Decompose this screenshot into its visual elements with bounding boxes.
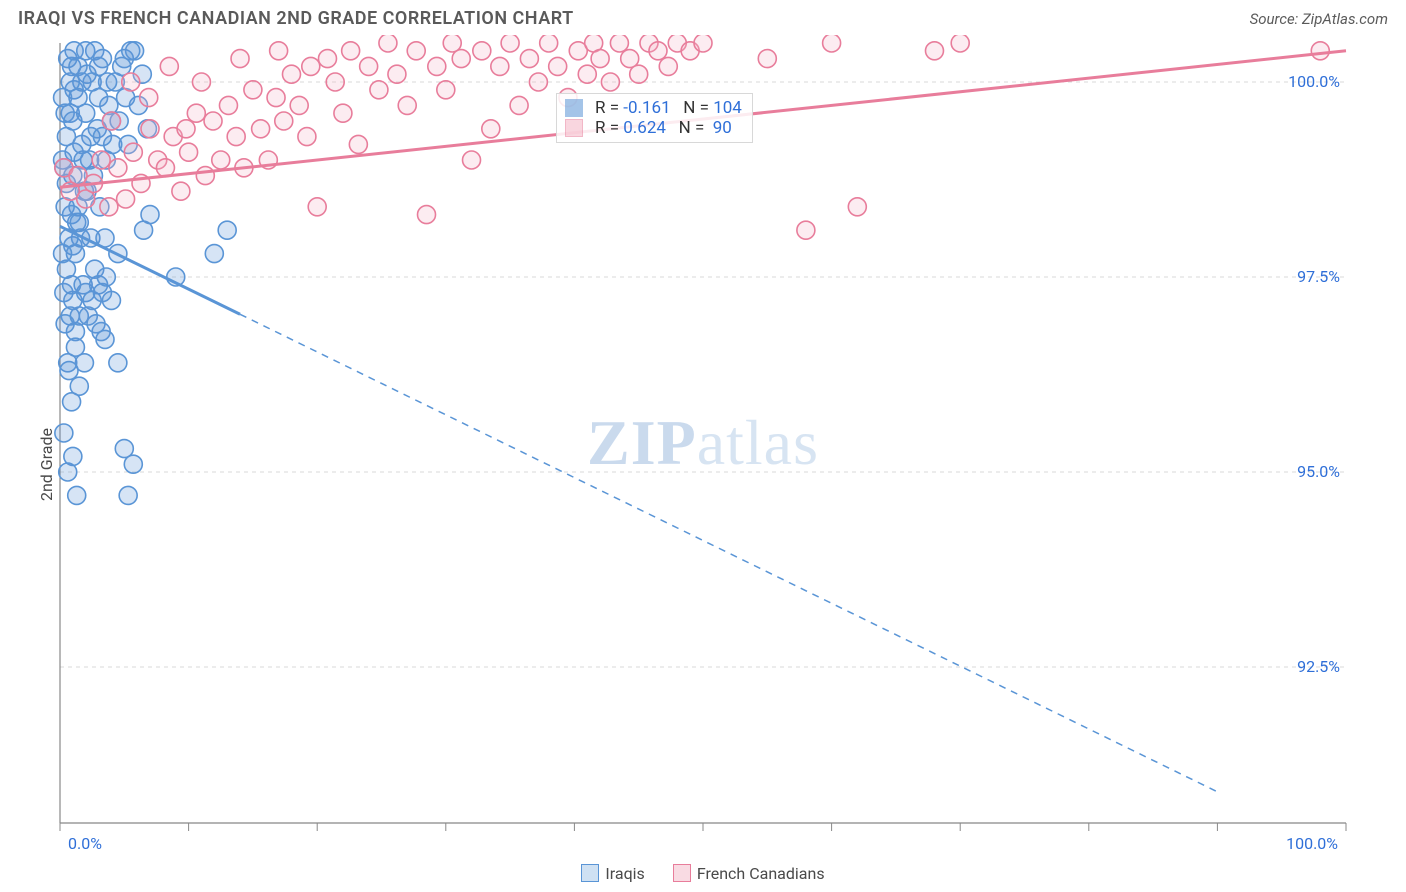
legend-item: French Canadians bbox=[673, 864, 825, 883]
legend-row: R = 0.624 N = 90 bbox=[565, 118, 742, 138]
legend-swatch-icon bbox=[565, 119, 583, 137]
y-axis-label: 2nd Grade bbox=[37, 428, 56, 501]
svg-text:100.0%: 100.0% bbox=[1288, 72, 1340, 91]
correlation-legend: R = -0.161 N = 104R = 0.624 N = 90 bbox=[556, 93, 753, 143]
chart-title: IRAQI VS FRENCH CANADIAN 2ND GRADE CORRE… bbox=[18, 8, 574, 29]
legend-swatch-icon bbox=[673, 864, 691, 882]
series-legend: Iraqis French Canadians bbox=[0, 864, 1406, 883]
svg-text:92.5%: 92.5% bbox=[1297, 657, 1340, 676]
chart-container: 2nd Grade ZIPatlas 92.5%95.0%97.5%100.0%… bbox=[0, 35, 1406, 885]
svg-text:0.0%: 0.0% bbox=[68, 834, 102, 853]
svg-text:100.0%: 100.0% bbox=[1286, 834, 1338, 853]
legend-swatch-icon bbox=[565, 99, 583, 117]
svg-text:95.0%: 95.0% bbox=[1297, 462, 1340, 481]
scatter-plot: 92.5% 95.0% 97.5% 100.0% 0.0% 100.0% bbox=[0, 35, 1406, 855]
svg-text:97.5%: 97.5% bbox=[1297, 267, 1340, 286]
legend-swatch-icon bbox=[581, 864, 599, 882]
source-text: Source: ZipAtlas.com bbox=[1250, 10, 1388, 28]
legend-item: Iraqis bbox=[581, 864, 644, 883]
legend-row: R = -0.161 N = 104 bbox=[565, 98, 742, 118]
header: IRAQI VS FRENCH CANADIAN 2ND GRADE CORRE… bbox=[0, 0, 1406, 35]
